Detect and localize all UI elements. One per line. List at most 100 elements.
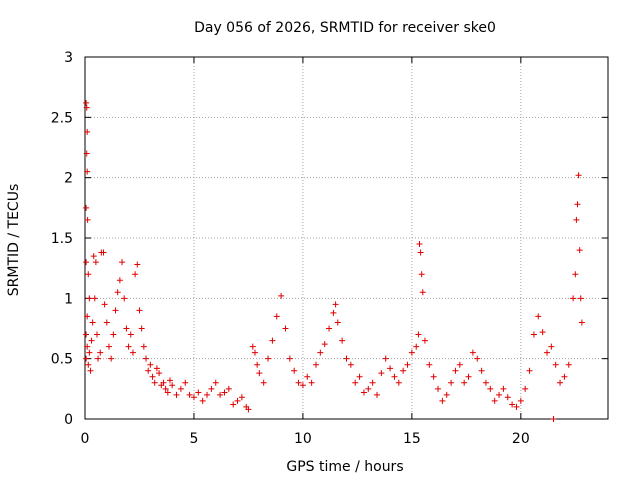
data-point — [83, 355, 90, 362]
data-point — [561, 373, 568, 380]
data-point — [572, 271, 579, 278]
data-point — [552, 361, 559, 368]
data-point — [517, 397, 524, 404]
data-point — [391, 373, 398, 380]
data-point — [334, 319, 341, 326]
data-point — [182, 379, 189, 386]
data-point — [448, 379, 455, 386]
data-point — [565, 361, 572, 368]
data-point — [166, 377, 173, 384]
data-point — [92, 259, 99, 266]
data-point — [415, 331, 422, 338]
data-point — [273, 313, 280, 320]
data-point — [84, 343, 91, 350]
data-point — [121, 295, 128, 302]
data-point — [164, 389, 171, 396]
x-axis-label: GPS time / hours — [286, 459, 403, 475]
data-point — [577, 295, 584, 302]
data-point — [465, 373, 472, 380]
data-point — [504, 394, 511, 401]
y-tick-label: 3 — [64, 50, 73, 66]
data-point — [356, 373, 363, 380]
data-point — [548, 343, 555, 350]
y-tick-label: 2.5 — [51, 110, 73, 126]
data-point — [86, 349, 93, 356]
data-point — [539, 329, 546, 336]
data-point — [312, 361, 319, 368]
data-point — [140, 343, 147, 350]
x-tick-label: 20 — [512, 431, 530, 447]
data-point — [85, 271, 92, 278]
data-point — [101, 301, 108, 308]
data-point — [143, 355, 150, 362]
data-point — [574, 201, 581, 208]
data-point — [88, 337, 95, 344]
data-point — [419, 289, 426, 296]
data-point — [84, 313, 91, 320]
x-tick-label: 5 — [189, 431, 198, 447]
data-point — [238, 394, 245, 401]
data-point — [352, 379, 359, 386]
data-point — [119, 259, 126, 266]
y-tick-label: 1.5 — [51, 231, 73, 247]
data-point — [83, 259, 90, 266]
data-point — [469, 349, 476, 356]
data-point — [177, 385, 184, 392]
data-point — [452, 367, 459, 374]
y-axis-label: SRMTID / TECUs — [6, 184, 22, 297]
data-point — [160, 379, 167, 386]
data-point — [408, 349, 415, 356]
data-point — [89, 319, 96, 326]
data-point — [426, 361, 433, 368]
data-points — [83, 99, 585, 422]
data-point — [254, 361, 261, 368]
data-point — [332, 301, 339, 308]
data-point — [84, 128, 91, 135]
data-point — [260, 379, 267, 386]
data-point — [576, 247, 583, 254]
data-point — [87, 367, 94, 374]
data-point — [496, 391, 503, 398]
data-point — [84, 168, 91, 175]
data-point — [522, 385, 529, 392]
data-point — [491, 397, 498, 404]
data-point — [129, 349, 136, 356]
data-point — [321, 341, 328, 348]
data-point — [395, 379, 402, 386]
data-point — [97, 349, 104, 356]
data-point — [339, 337, 346, 344]
data-point — [204, 391, 211, 398]
data-point — [103, 319, 110, 326]
data-point — [573, 216, 580, 223]
data-point — [83, 150, 90, 157]
data-point — [116, 277, 123, 284]
data-point — [418, 271, 425, 278]
data-point — [217, 391, 224, 398]
x-tick-label: 15 — [403, 431, 421, 447]
data-point — [513, 403, 520, 410]
y-tick-label: 0 — [64, 412, 73, 428]
data-point — [149, 373, 156, 380]
data-point — [443, 391, 450, 398]
data-point — [509, 401, 516, 408]
data-point — [110, 331, 117, 338]
data-point — [575, 172, 582, 179]
data-point — [387, 365, 394, 372]
data-point — [249, 343, 256, 350]
data-point — [360, 389, 367, 396]
data-point — [374, 391, 381, 398]
data-point — [132, 271, 139, 278]
data-point — [153, 365, 160, 372]
data-point — [543, 349, 550, 356]
data-point — [208, 385, 215, 392]
data-point — [127, 331, 134, 338]
data-point — [430, 373, 437, 380]
data-point — [108, 355, 115, 362]
data-point — [347, 361, 354, 368]
data-point — [382, 355, 389, 362]
grid — [85, 57, 608, 419]
data-point — [251, 349, 258, 356]
data-point — [114, 289, 121, 296]
data-point — [173, 391, 180, 398]
data-point — [256, 370, 263, 377]
